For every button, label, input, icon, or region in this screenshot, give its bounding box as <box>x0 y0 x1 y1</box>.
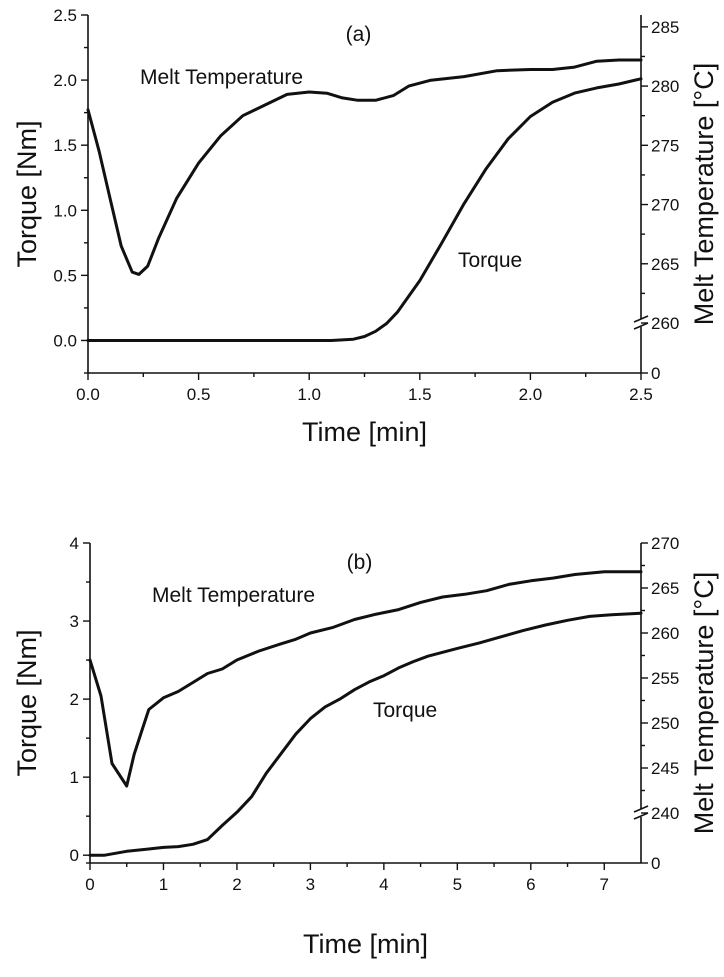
y2-tick-label: 0 <box>651 854 660 873</box>
axis-break-mark <box>633 322 649 330</box>
x-tick-label: 3 <box>306 875 315 894</box>
panel-label: (a) <box>346 23 372 46</box>
panel-label: (b) <box>347 551 373 574</box>
y-tick-label: 2.0 <box>53 71 77 90</box>
x-tick-label: 2.5 <box>629 385 653 404</box>
torque-annotation: Torque <box>458 249 522 272</box>
melt-temperature-annotation: Melt Temperature <box>152 584 315 607</box>
x-tick-label: 1.0 <box>297 385 321 404</box>
y2-tick-label: 0 <box>651 364 660 383</box>
y2-axis-title: Melt Temperature [°C] <box>689 63 719 325</box>
y-tick-label: 1.5 <box>53 136 77 155</box>
y2-tick-label: 270 <box>651 196 679 215</box>
y2-tick-label: 275 <box>651 136 679 155</box>
y-tick-label: 0.5 <box>53 266 77 285</box>
y2-tick-label: 250 <box>651 714 679 733</box>
axis-break-mark <box>633 315 649 323</box>
x-tick-label: 1.5 <box>408 385 432 404</box>
y-axis-title: Torque [Nm] <box>12 629 42 776</box>
y2-tick-label: 285 <box>651 18 679 37</box>
y2-tick-label: 265 <box>651 579 679 598</box>
y2-tick-label: 240 <box>651 804 679 823</box>
y-tick-label: 0.0 <box>53 331 77 350</box>
y2-tick-label: 255 <box>651 669 679 688</box>
y2-tick-label: 270 <box>651 534 679 553</box>
y2-axis-title: Melt Temperature [°C] <box>689 572 719 834</box>
x-tick-label: 0.5 <box>187 385 211 404</box>
y-tick-label: 3 <box>70 612 79 631</box>
y-axis-title: Torque [Nm] <box>12 120 42 267</box>
x-axis-title: Time [min] <box>302 417 427 447</box>
torque-line <box>88 611 643 857</box>
melt-temperature-annotation: Melt Temperature <box>140 66 303 89</box>
y-tick-label: 1.0 <box>53 201 77 220</box>
y2-tick-label: 280 <box>651 77 679 96</box>
x-tick-label: 5 <box>453 875 462 894</box>
y-tick-label: 4 <box>70 534 79 553</box>
x-tick-label: 6 <box>526 875 535 894</box>
x-tick-label: 1 <box>159 875 168 894</box>
chart-panel-b: 0 1 2 3 4 5 6 7 0 1 2 3 4 240 245 250 255 260 265 270 0 Melt … <box>12 534 719 959</box>
x-axis-title: Time [min] <box>303 929 428 959</box>
melt-temperature-line <box>88 570 643 788</box>
x-tick-label: 2.0 <box>519 385 543 404</box>
y-tick-label: 2.5 <box>53 6 77 25</box>
x-tick-label: 0 <box>85 875 94 894</box>
torque-annotation: Torque <box>373 699 437 722</box>
y2-tick-label: 260 <box>651 314 679 333</box>
y-tick-label: 1 <box>70 768 79 787</box>
chart-panel-a: 0.0 0.5 1.0 1.5 2.0 2.5 0.0 0.5 1.0 1.5 2.0 2.5 260 2… <box>12 6 719 447</box>
x-tick-label: 0.0 <box>76 385 100 404</box>
y-tick-label: 0 <box>70 846 79 865</box>
melt-temperature-line <box>86 58 643 276</box>
axis-break-mark <box>633 805 649 813</box>
x-tick-label: 2 <box>232 875 241 894</box>
y2-tick-label: 265 <box>651 255 679 274</box>
y2-tick-label: 260 <box>651 624 679 643</box>
axis-break-mark <box>633 812 649 820</box>
x-tick-label: 4 <box>379 875 388 894</box>
torque-line <box>86 77 643 342</box>
y-tick-label: 2 <box>70 690 79 709</box>
y2-tick-label: 245 <box>651 759 679 778</box>
x-tick-label: 7 <box>600 875 609 894</box>
